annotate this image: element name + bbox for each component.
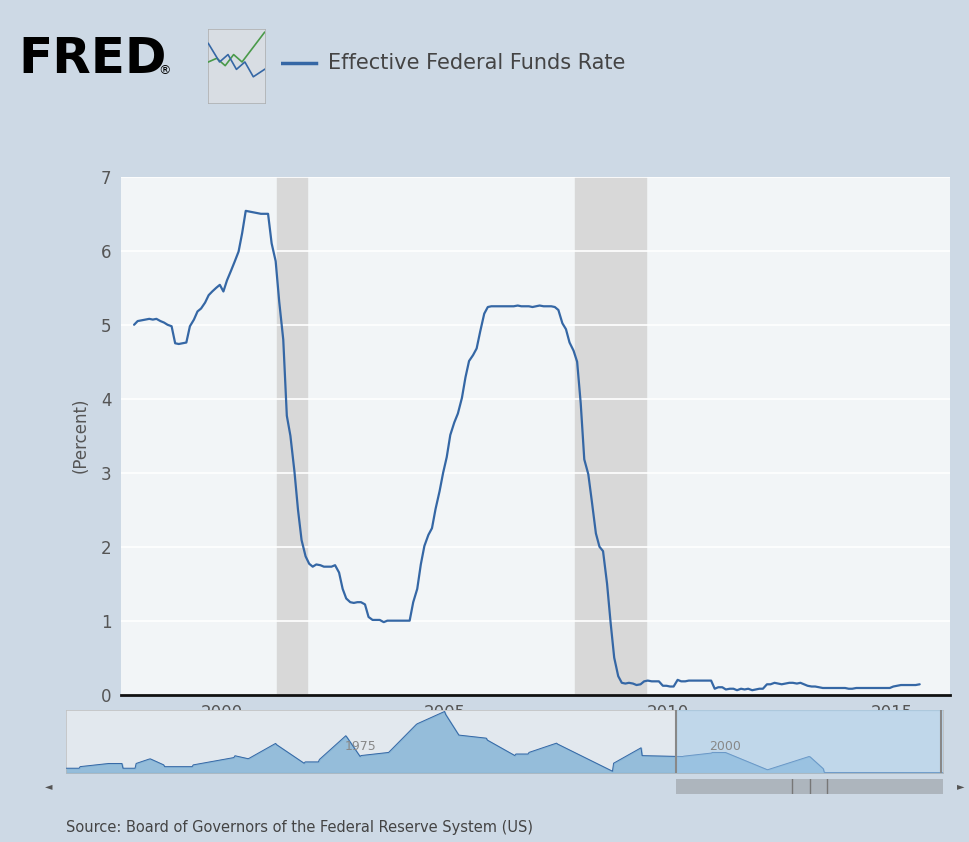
Text: 1975: 1975 [345,740,376,753]
Bar [277,177,307,695]
Y-axis label: (Percent): (Percent) [72,398,90,473]
Text: ®: ® [158,64,171,77]
Text: Effective Federal Funds Rate: Effective Federal Funds Rate [328,53,626,73]
Text: Source: Board of Governors of the Federal Reserve System (US): Source: Board of Governors of the Federa… [66,820,533,835]
Text: 2000: 2000 [709,740,741,753]
Text: ◄: ◄ [45,781,52,791]
Text: FRED: FRED [18,35,167,83]
Bar [676,710,943,773]
Bar [576,177,646,695]
Text: ►: ► [956,781,964,791]
Bar [676,779,943,794]
